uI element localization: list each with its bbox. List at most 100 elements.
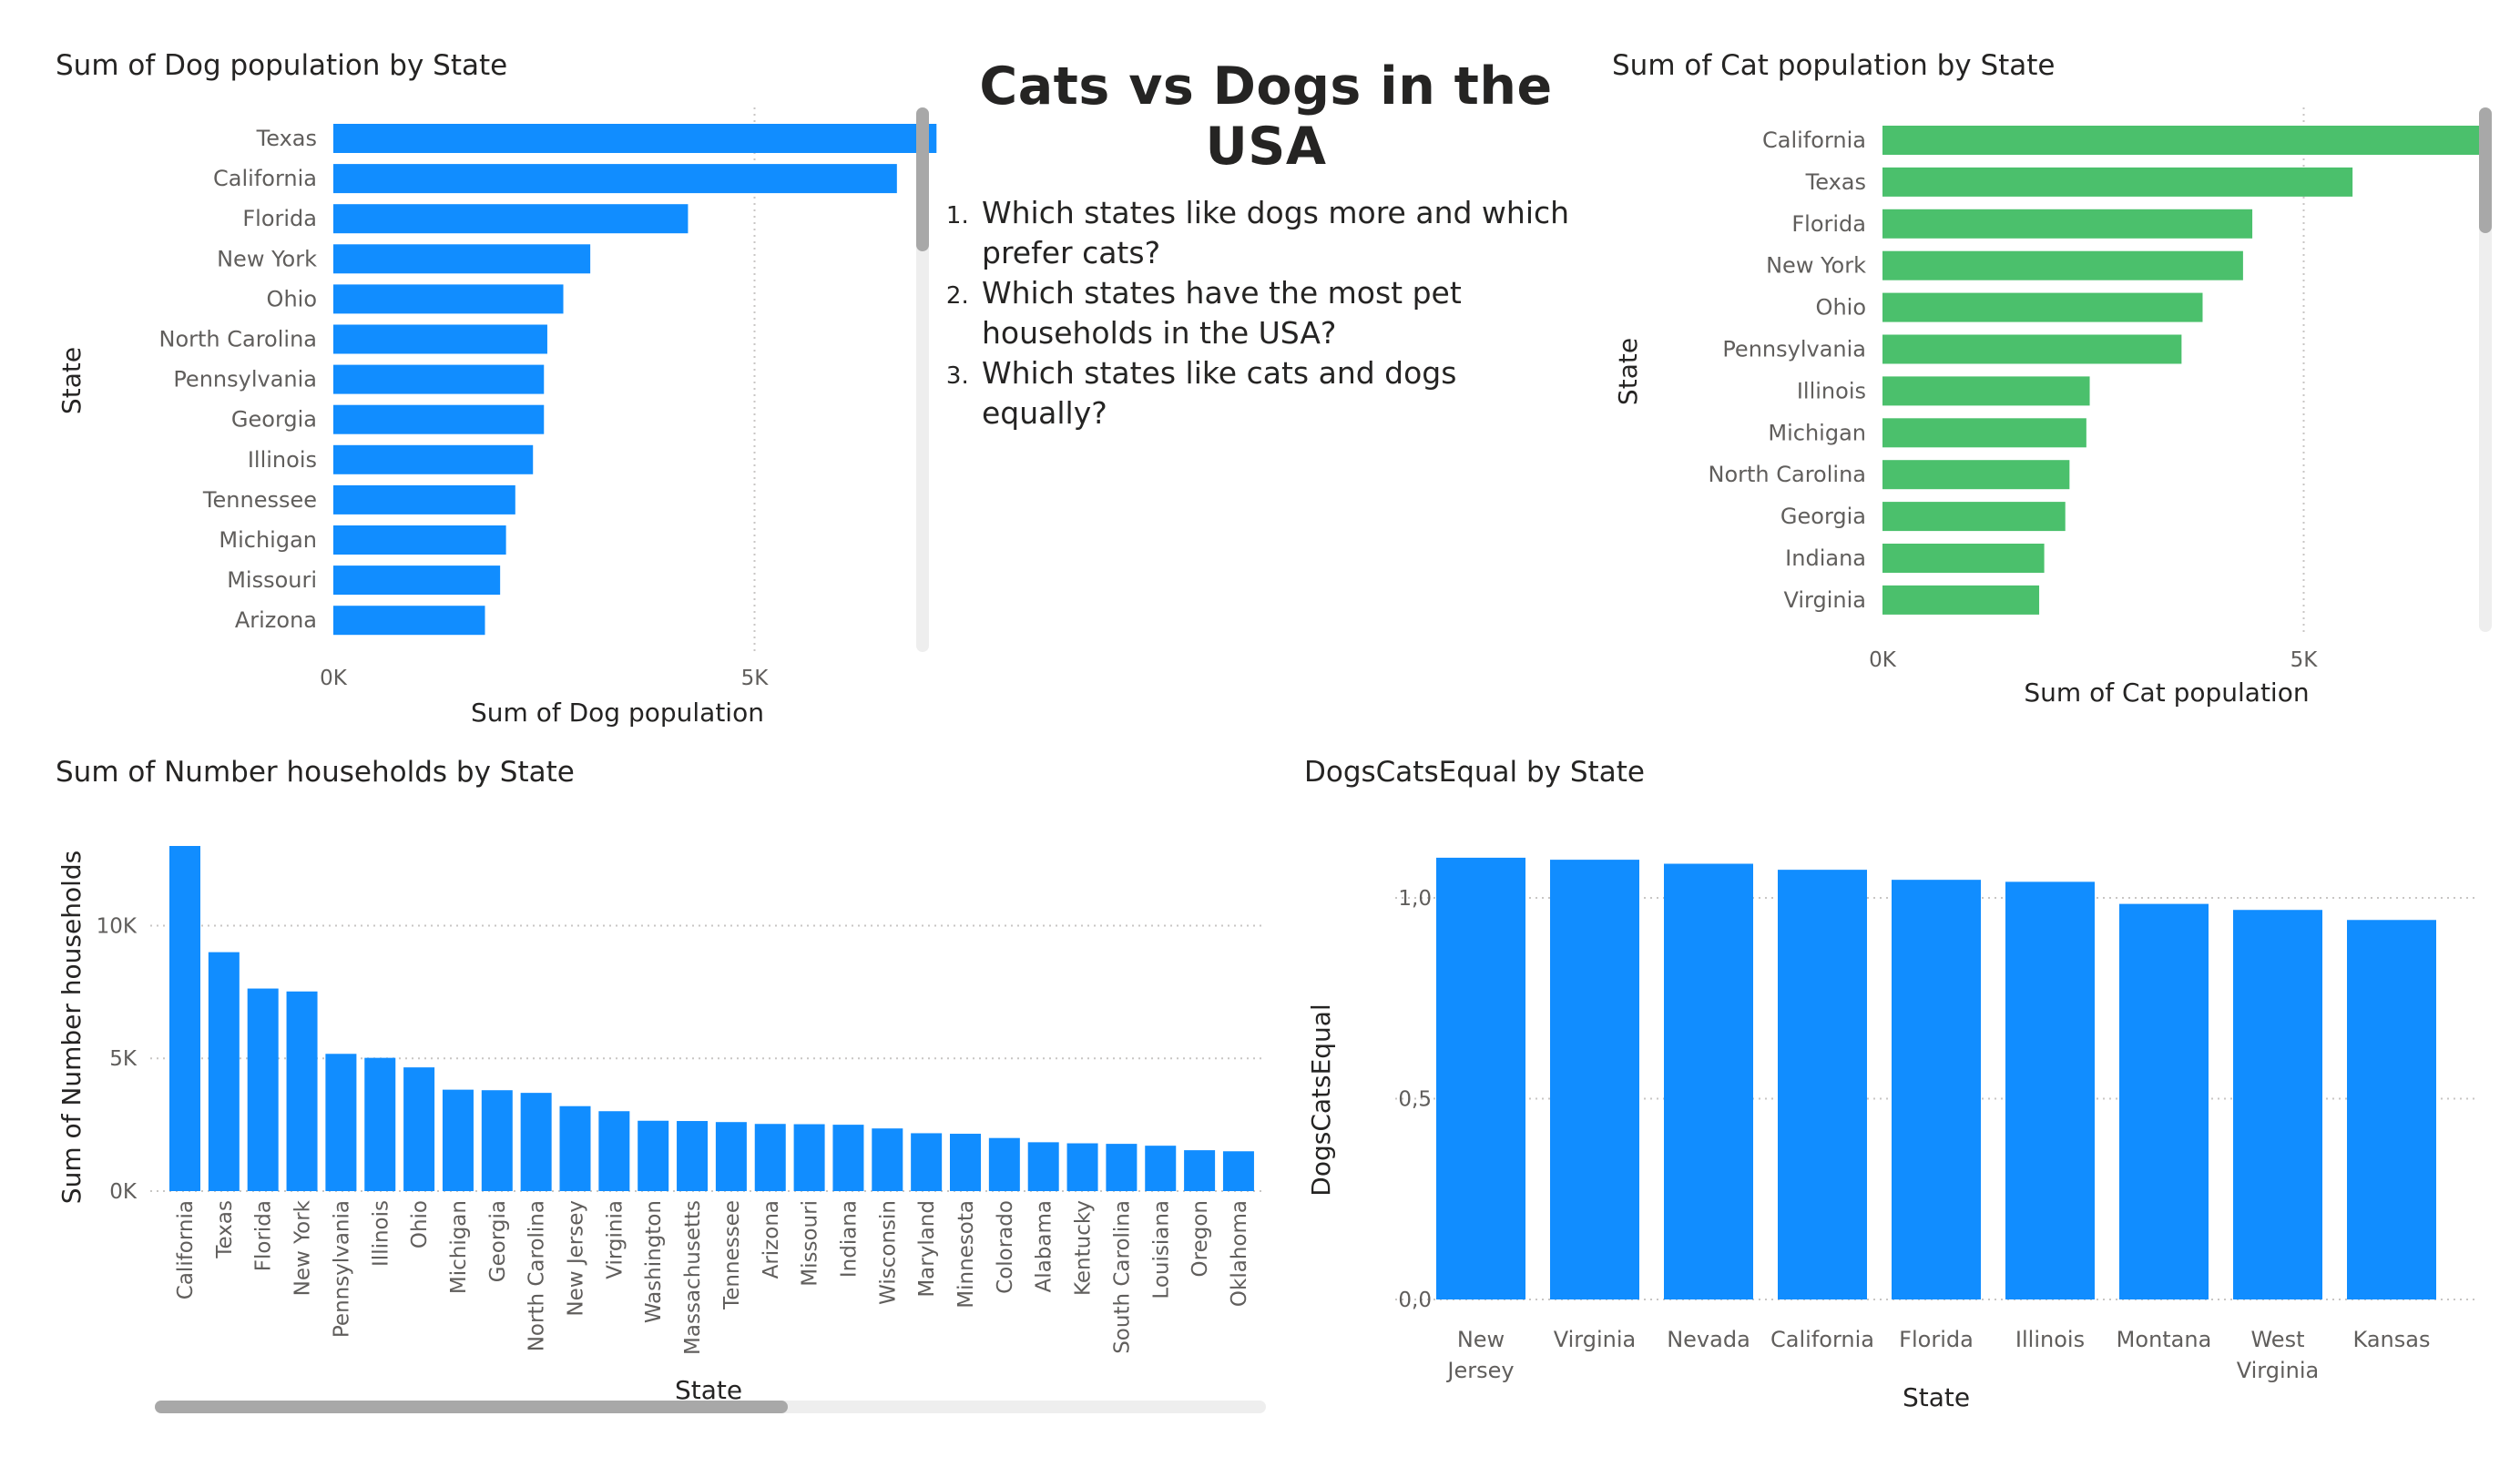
y-tick-label: 10K [97,914,138,938]
bar [442,1089,474,1191]
category-label: West [2250,1327,2304,1352]
bar [333,124,937,153]
bar [638,1120,669,1191]
bar [333,204,689,234]
category-label: New York [291,1199,315,1296]
dog-chart-scrollbar-thumb[interactable] [916,107,929,251]
bar [481,1090,513,1191]
report-text-box: Cats vs Dogs in the USA Which states lik… [947,56,1585,433]
category-label: Ohio [408,1200,432,1248]
category-label: Tennessee [720,1200,744,1310]
category-label: Colorado [994,1200,1017,1294]
bar [2005,881,2095,1299]
bar [2347,920,2436,1299]
bar [1145,1146,1177,1191]
equal-chart-title: DogsCatsEqual by State [1304,756,1645,789]
bar [1882,209,2253,239]
category-label: North Carolina [525,1200,549,1351]
bar [333,164,897,194]
bar [333,606,485,636]
households-visual[interactable]: Sum of Number households by State 0K 5K 10… [0,728,1293,1457]
category-label: Michigan [447,1200,471,1294]
category-label: Ohio [267,286,317,311]
bar [520,1093,552,1191]
bar [333,364,545,394]
category-label: Ohio [1816,295,1866,321]
category-label: California [1770,1327,1874,1352]
dog-population-visual[interactable]: Sum of Dog population by State 0K 5K Texas… [0,0,938,728]
y-tick-label: 0,0 [1398,1289,1432,1312]
bar [1882,167,2353,197]
y-tick-label: 0,5 [1398,1088,1432,1112]
bar [333,525,506,555]
category-label: Georgia [231,407,317,433]
x-tick-label: 0K [320,667,348,690]
bar [793,1124,825,1191]
category-label: Oklahoma [1228,1200,1251,1307]
dogscatsequal-visual[interactable]: DogsCatsEqual by State 0,0 0,5 1,0 New Jerse… [1293,728,2520,1457]
category-label: Florida [252,1200,276,1271]
category-label: Montana [2117,1327,2212,1352]
dog-chart-title: Sum of Dog population by State [56,49,508,82]
category-label: Missouri [799,1200,822,1287]
cat-chart-scrollbar-thumb[interactable] [2479,107,2492,233]
bar [1066,1143,1098,1191]
category-label: Virginia [1554,1327,1637,1352]
category-label: Texas [1805,169,1866,195]
category-label: Michigan [219,527,317,553]
bar [325,1054,357,1191]
bar [2233,910,2322,1299]
cat-chart-scrollbar[interactable] [2479,107,2492,632]
bar [1882,250,2243,280]
category-label: Indiana [837,1200,861,1278]
households-chart-scrollbar-thumb[interactable] [155,1401,788,1413]
bar [333,484,515,515]
bar [715,1122,747,1191]
category-label: New Jersey [565,1200,588,1317]
dogscatsequal-chart: 0,0 0,5 1,0 New Jersey Virginia Nevada Californ… [1306,857,2477,1412]
cat-chart-title: Sum of Cat population by State [1612,49,2056,82]
dog-chart-scrollbar[interactable] [916,107,929,652]
category-label: California [213,166,317,191]
bar [333,284,564,314]
category-label: Illinois [1797,378,1866,403]
bar [1778,870,1867,1299]
x-tick-label: 5K [741,667,770,690]
bar [1882,376,2090,406]
category-label: Pennsylvania [330,1200,353,1338]
bar [1882,502,2066,532]
bar [333,444,534,474]
bar [950,1134,981,1191]
bar [1184,1150,1216,1191]
category-label: Virginia [1784,587,1867,613]
category-label: Georgia [486,1200,510,1282]
bar [1664,863,1753,1299]
y-tick-label: 5K [109,1047,138,1071]
bar [2119,903,2209,1299]
households-chart-scrollbar[interactable] [155,1401,1266,1413]
bar [1436,857,1525,1299]
bar [1882,460,2070,490]
category-label: Georgia [1780,504,1866,529]
bar [832,1125,864,1191]
category-label: Nevada [1667,1327,1750,1352]
y-axis-title: State [56,347,87,414]
category-label: Michigan [1768,420,1866,445]
bar [333,324,547,354]
category-label: Virginia [2237,1358,2320,1383]
cat-population-chart: 0K 5K California Texas Florida New York Ohio Pe… [1613,107,2483,708]
x-tick-label: 5K [2290,648,2319,672]
category-label: Maryland [915,1200,939,1298]
bar [1222,1151,1254,1191]
category-label: Massachusetts [681,1200,705,1355]
cat-population-visual[interactable]: Sum of Cat population by State 0K 5K Calif… [1585,0,2514,728]
bar [1882,585,2040,615]
bar [1882,292,2203,322]
bar [598,1111,630,1191]
y-tick-label: 0K [109,1180,138,1204]
category-label: Illinois [2015,1327,2085,1352]
category-label: Florida [242,206,317,231]
bar [872,1128,903,1191]
y-axis-title: State [1613,338,1643,405]
x-axis-title: Sum of Cat population [2024,678,2309,708]
